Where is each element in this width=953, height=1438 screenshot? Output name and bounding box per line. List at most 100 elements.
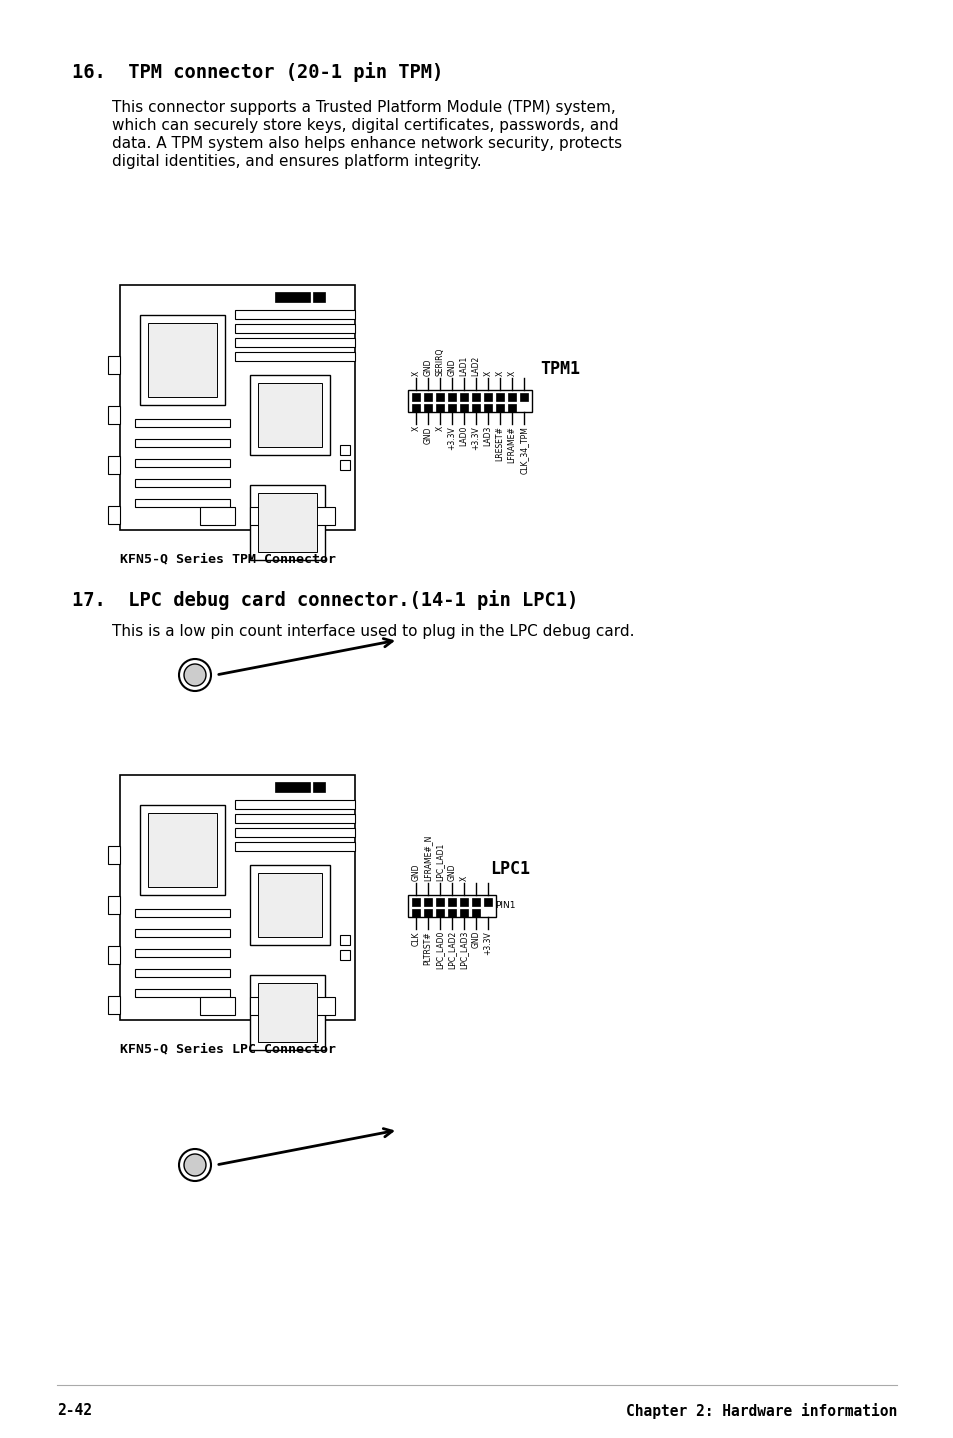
Text: X: X bbox=[459, 876, 468, 881]
Text: GND: GND bbox=[447, 358, 456, 375]
Bar bbox=[436, 393, 443, 401]
Bar bbox=[423, 897, 432, 906]
Bar bbox=[496, 404, 503, 413]
Text: LPC_LAD0: LPC_LAD0 bbox=[435, 930, 444, 969]
Bar bbox=[135, 989, 230, 997]
Bar bbox=[448, 404, 456, 413]
Bar bbox=[339, 935, 350, 945]
Bar bbox=[108, 357, 120, 374]
Bar bbox=[313, 292, 325, 302]
Text: PIN1: PIN1 bbox=[495, 902, 515, 910]
Text: 2-42: 2-42 bbox=[57, 1403, 91, 1418]
Bar bbox=[108, 946, 120, 963]
Bar bbox=[148, 324, 216, 397]
Bar bbox=[412, 393, 419, 401]
Bar bbox=[135, 439, 230, 447]
Text: LAD2: LAD2 bbox=[471, 355, 480, 375]
Bar bbox=[299, 997, 335, 1015]
Bar bbox=[250, 866, 330, 945]
Text: GND: GND bbox=[471, 930, 480, 949]
Text: LRESET#: LRESET# bbox=[495, 426, 504, 460]
Bar bbox=[200, 997, 234, 1015]
Bar bbox=[108, 896, 120, 915]
Bar bbox=[234, 311, 355, 319]
Bar bbox=[108, 406, 120, 424]
Bar bbox=[135, 929, 230, 938]
Bar bbox=[507, 393, 516, 401]
Bar bbox=[448, 393, 456, 401]
Bar bbox=[313, 782, 325, 792]
Bar bbox=[120, 285, 355, 531]
Bar bbox=[250, 997, 285, 1015]
Bar bbox=[299, 508, 335, 525]
Bar bbox=[108, 846, 120, 864]
Bar bbox=[135, 949, 230, 958]
Bar bbox=[339, 444, 350, 454]
Bar bbox=[234, 324, 355, 334]
Bar bbox=[472, 909, 479, 917]
Bar bbox=[257, 383, 322, 447]
Bar bbox=[412, 404, 419, 413]
Text: KFN5-Q Series TPM Connector: KFN5-Q Series TPM Connector bbox=[120, 552, 335, 565]
Text: X: X bbox=[411, 371, 420, 375]
Text: +3.3V: +3.3V bbox=[447, 426, 456, 450]
Text: LPC_LAD2: LPC_LAD2 bbox=[447, 930, 456, 969]
Bar bbox=[234, 338, 355, 347]
Text: TPM1: TPM1 bbox=[539, 360, 579, 378]
Bar bbox=[250, 375, 330, 454]
Bar bbox=[339, 460, 350, 470]
Text: CLK_34_TPM: CLK_34_TPM bbox=[519, 426, 528, 475]
Bar bbox=[257, 493, 316, 552]
Bar bbox=[250, 508, 285, 525]
Text: LFRAME#_N: LFRAME#_N bbox=[423, 834, 432, 881]
Bar bbox=[483, 404, 492, 413]
Bar bbox=[459, 909, 468, 917]
Text: LAD0: LAD0 bbox=[459, 426, 468, 446]
Bar bbox=[274, 782, 310, 792]
Text: LPC_LAD3: LPC_LAD3 bbox=[459, 930, 468, 969]
Bar bbox=[234, 828, 355, 837]
Text: LPC_LAD1: LPC_LAD1 bbox=[435, 843, 444, 881]
Circle shape bbox=[179, 1149, 211, 1181]
Bar bbox=[135, 969, 230, 976]
Text: SERIRQ: SERIRQ bbox=[435, 348, 444, 375]
Bar bbox=[274, 292, 310, 302]
Text: X: X bbox=[495, 371, 504, 375]
Text: GND: GND bbox=[447, 863, 456, 881]
Text: X: X bbox=[507, 371, 516, 375]
Text: +3.3V: +3.3V bbox=[483, 930, 492, 955]
Text: data. A TPM system also helps enhance network security, protects: data. A TPM system also helps enhance ne… bbox=[112, 137, 621, 151]
Bar bbox=[257, 984, 316, 1043]
Text: which can securely store keys, digital certificates, passwords, and: which can securely store keys, digital c… bbox=[112, 118, 618, 132]
Bar bbox=[135, 418, 230, 427]
Text: PLTRST#: PLTRST# bbox=[423, 930, 432, 965]
Bar bbox=[459, 404, 468, 413]
Bar bbox=[459, 897, 468, 906]
Bar bbox=[234, 814, 355, 823]
Bar bbox=[148, 812, 216, 887]
Text: Chapter 2: Hardware information: Chapter 2: Hardware information bbox=[625, 1403, 896, 1419]
Bar bbox=[507, 404, 516, 413]
Bar bbox=[448, 897, 456, 906]
Bar bbox=[423, 909, 432, 917]
Bar bbox=[234, 800, 355, 810]
Bar bbox=[423, 393, 432, 401]
Bar bbox=[472, 404, 479, 413]
Bar bbox=[257, 873, 322, 938]
Text: 17.  LPC debug card connector.(14-1 pin LPC1): 17. LPC debug card connector.(14-1 pin L… bbox=[71, 590, 578, 610]
Bar bbox=[108, 997, 120, 1014]
Bar bbox=[234, 352, 355, 361]
Bar bbox=[135, 479, 230, 487]
Bar bbox=[412, 897, 419, 906]
Bar bbox=[135, 499, 230, 508]
Bar bbox=[472, 393, 479, 401]
Bar bbox=[423, 404, 432, 413]
Text: This is a low pin count interface used to plug in the LPC debug card.: This is a low pin count interface used t… bbox=[112, 624, 634, 638]
Text: LAD1: LAD1 bbox=[459, 355, 468, 375]
Bar bbox=[250, 485, 325, 559]
Text: KFN5-Q Series LPC Connector: KFN5-Q Series LPC Connector bbox=[120, 1043, 335, 1055]
Bar bbox=[135, 909, 230, 917]
Text: X: X bbox=[483, 371, 492, 375]
Bar bbox=[250, 975, 325, 1050]
Text: LPC1: LPC1 bbox=[490, 860, 530, 879]
